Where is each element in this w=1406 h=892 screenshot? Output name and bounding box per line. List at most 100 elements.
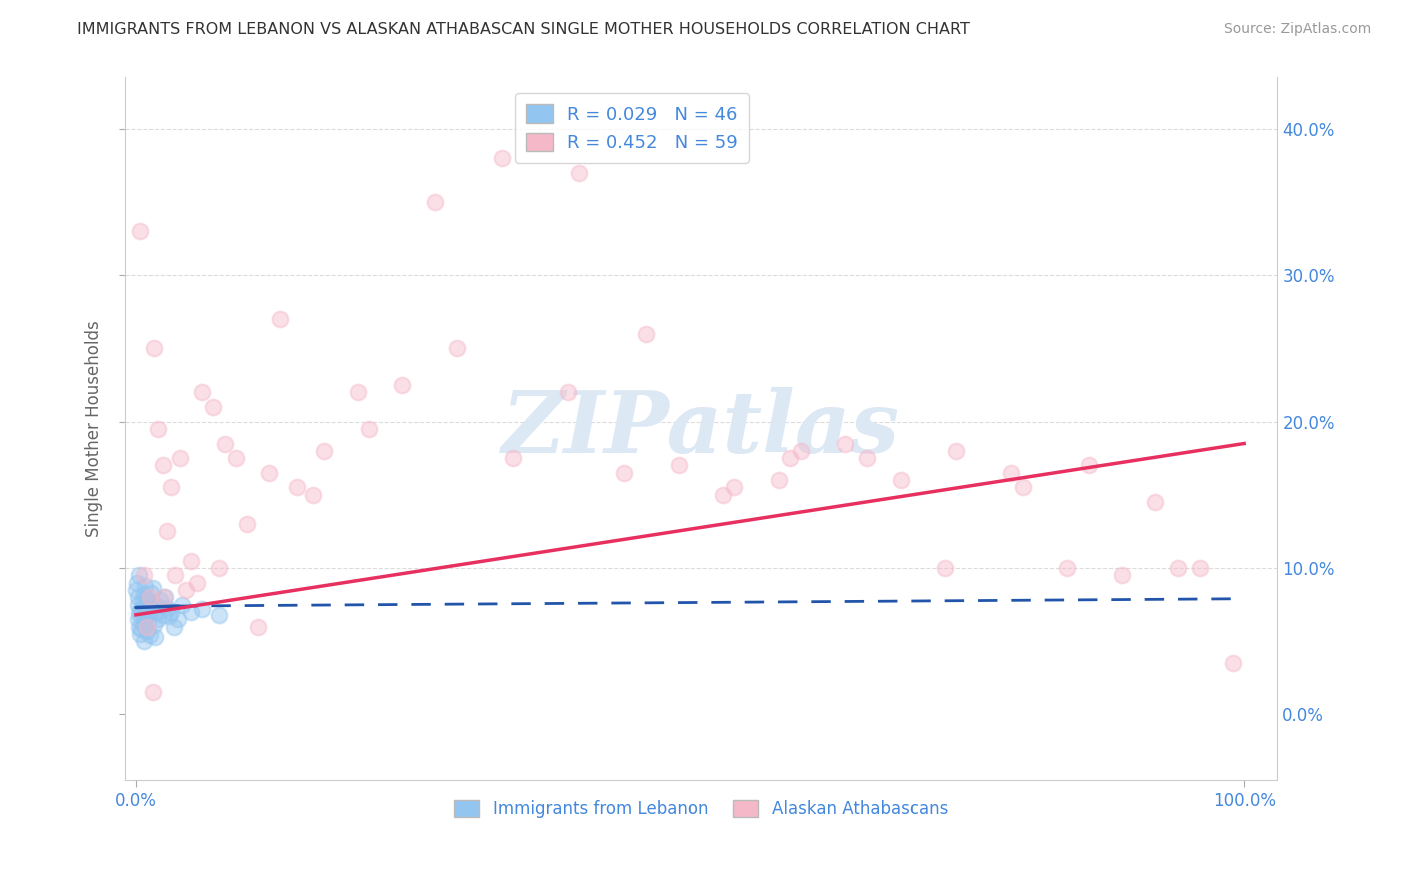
- Point: [134, 611, 156, 625]
- Point: [214, 436, 236, 450]
- Point: [1000, 466, 1022, 480]
- Point: [1167, 561, 1189, 575]
- Point: [142, 342, 165, 356]
- Text: ZIPatlas: ZIPatlas: [502, 387, 900, 471]
- Point: [148, 602, 170, 616]
- Point: [1056, 561, 1078, 575]
- Text: IMMIGRANTS FROM LEBANON VS ALASKAN ATHABASCAN SINGLE MOTHER HOUSEHOLDS CORRELATI: IMMIGRANTS FROM LEBANON VS ALASKAN ATHAB…: [77, 22, 970, 37]
- Point: [186, 575, 208, 590]
- Point: [945, 443, 967, 458]
- Point: [208, 607, 231, 622]
- Point: [423, 194, 446, 209]
- Point: [225, 451, 247, 466]
- Point: [136, 615, 159, 629]
- Point: [129, 607, 152, 622]
- Point: [128, 619, 150, 633]
- Point: [141, 586, 163, 600]
- Point: [191, 385, 214, 400]
- Point: [156, 524, 179, 539]
- Point: [152, 607, 174, 622]
- Point: [142, 618, 165, 632]
- Point: [346, 385, 368, 400]
- Point: [125, 582, 148, 597]
- Point: [138, 607, 160, 621]
- Point: [768, 473, 790, 487]
- Legend: Immigrants from Lebanon, Alaskan Athabascans: Immigrants from Lebanon, Alaskan Athabas…: [447, 793, 955, 825]
- Point: [160, 480, 183, 494]
- Point: [1188, 561, 1211, 575]
- Point: [391, 378, 413, 392]
- Point: [141, 582, 163, 596]
- Point: [128, 605, 150, 619]
- Point: [131, 616, 153, 631]
- Point: [172, 598, 194, 612]
- Text: Source: ZipAtlas.com: Source: ZipAtlas.com: [1223, 22, 1371, 37]
- Point: [711, 488, 734, 502]
- Point: [162, 619, 184, 633]
- Point: [257, 466, 280, 480]
- Point: [1078, 458, 1101, 473]
- Point: [143, 630, 166, 644]
- Point: [202, 400, 225, 414]
- Point: [139, 591, 162, 605]
- Point: [1144, 495, 1167, 509]
- Point: [934, 561, 956, 575]
- Point: [191, 602, 214, 616]
- Point: [668, 458, 690, 473]
- Point: [136, 619, 159, 633]
- Point: [134, 578, 156, 592]
- Point: [157, 609, 180, 624]
- Point: [302, 488, 325, 502]
- Point: [1011, 480, 1033, 494]
- Point: [856, 451, 879, 466]
- Point: [167, 612, 190, 626]
- Point: [723, 480, 745, 494]
- Point: [131, 602, 153, 616]
- Point: [285, 480, 308, 494]
- Point: [127, 598, 149, 612]
- Point: [135, 603, 157, 617]
- Point: [128, 568, 150, 582]
- Point: [145, 598, 167, 612]
- Point: [357, 422, 380, 436]
- Point: [139, 628, 162, 642]
- Point: [146, 605, 169, 619]
- Point: [149, 593, 172, 607]
- Y-axis label: Single Mother Households: Single Mother Households: [86, 320, 103, 537]
- Point: [146, 422, 169, 436]
- Point: [153, 591, 176, 605]
- Point: [132, 634, 155, 648]
- Point: [314, 443, 336, 458]
- Point: [557, 385, 579, 400]
- Point: [269, 312, 291, 326]
- Point: [136, 591, 159, 606]
- Point: [129, 224, 152, 238]
- Point: [127, 591, 149, 605]
- Point: [180, 554, 202, 568]
- Point: [491, 151, 513, 165]
- Point: [1111, 568, 1133, 582]
- Point: [169, 451, 191, 466]
- Point: [136, 624, 159, 638]
- Point: [160, 605, 183, 619]
- Point: [146, 612, 169, 626]
- Point: [634, 326, 657, 341]
- Point: [779, 451, 801, 466]
- Point: [132, 587, 155, 601]
- Point: [246, 619, 269, 633]
- Point: [163, 568, 186, 582]
- Point: [235, 516, 257, 531]
- Point: [180, 605, 202, 619]
- Point: [131, 623, 153, 637]
- Point: [502, 451, 524, 466]
- Point: [152, 591, 174, 605]
- Point: [141, 685, 163, 699]
- Point: [152, 458, 174, 473]
- Point: [156, 600, 179, 615]
- Point: [132, 568, 155, 582]
- Point: [834, 436, 856, 450]
- Point: [208, 561, 231, 575]
- Point: [568, 166, 591, 180]
- Point: [790, 443, 813, 458]
- Point: [612, 466, 634, 480]
